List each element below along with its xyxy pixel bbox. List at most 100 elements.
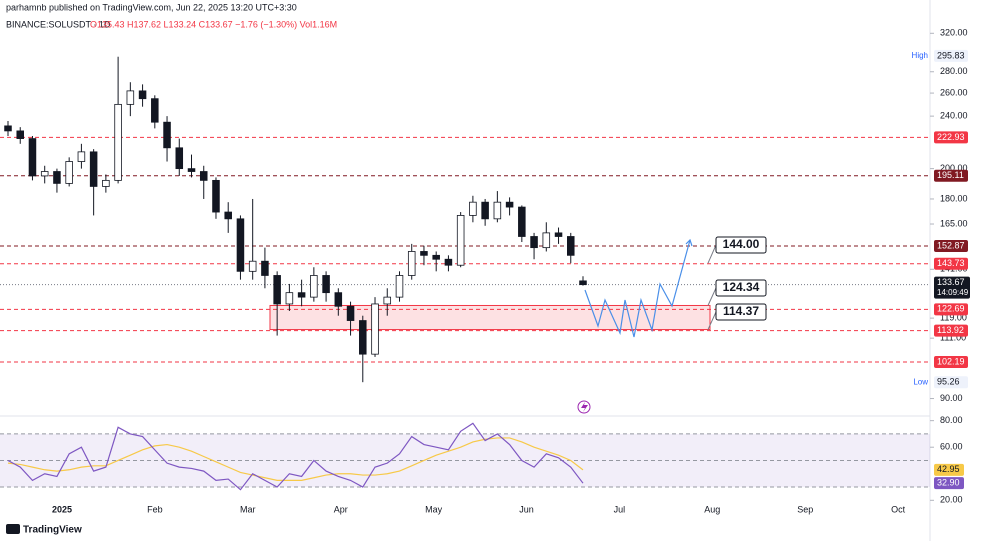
candle-body (40, 171, 49, 177)
candle-body (371, 303, 379, 355)
level-label: 143.73 (937, 258, 965, 268)
label-box (715, 279, 767, 297)
candle-body (199, 171, 208, 181)
candle-body (151, 98, 159, 123)
level-label: 113.92 (937, 325, 964, 335)
candle-body (261, 260, 269, 276)
y-tick-label: 200.00 (940, 163, 968, 173)
level-badge (934, 355, 968, 368)
level-label: 152.87 (937, 240, 965, 250)
level-label: 195.11 (937, 170, 964, 180)
projection-path (584, 239, 691, 338)
y-tick-label: 90.00 (940, 393, 963, 403)
symbol: BINANCE:SOLUSDT · 1D (6, 19, 111, 29)
high-caption: High (912, 51, 928, 60)
candle-body (163, 121, 171, 149)
candle-body (77, 151, 86, 162)
high-badge (934, 49, 968, 62)
y-tick-label: 240.00 (940, 111, 968, 121)
x-tick-label: May (425, 504, 443, 514)
x-tick-label: Jun (519, 504, 534, 514)
rsi-badge (934, 463, 964, 476)
candle-body (567, 236, 575, 256)
label-text: 114.37 (723, 304, 759, 318)
label-pointer (707, 311, 717, 330)
candle-body (481, 201, 489, 220)
low-label: 95.26 (937, 377, 960, 387)
candle-body (359, 320, 367, 355)
event-icon-bolt (581, 402, 588, 412)
brand: TradingView (23, 525, 82, 536)
label-box (715, 303, 767, 321)
low-caption: Low (913, 377, 928, 386)
candle-body (346, 305, 355, 321)
x-tick-label: Jul (614, 504, 626, 514)
candle-body (493, 201, 502, 220)
level-label: 102.19 (937, 356, 965, 366)
candle-body (554, 232, 563, 237)
countdown: 14:09:49 (937, 288, 969, 297)
label-text: 144.00 (723, 237, 760, 251)
candle-body (28, 138, 37, 177)
low-badge (934, 376, 968, 389)
rsi-badge (934, 477, 964, 490)
label-pointer (707, 287, 717, 306)
candle-body (310, 275, 318, 298)
candle-body (16, 130, 24, 139)
label-text: 124.34 (723, 280, 760, 294)
level-badge (934, 257, 968, 270)
candle-body (212, 179, 220, 213)
high-label: 295.83 (937, 50, 965, 60)
x-tick-label: Aug (704, 504, 720, 514)
candle-body (530, 236, 538, 249)
candle-body (53, 171, 61, 184)
candle-body (102, 179, 110, 187)
candle-body (469, 201, 477, 216)
candle-body (126, 90, 135, 105)
y-tick-label: 320.00 (940, 28, 968, 38)
candle-body (579, 280, 587, 286)
candle-body (444, 258, 453, 266)
candle-body (65, 161, 73, 184)
publisher: parhamnb published on TradingView.com, J… (6, 2, 297, 12)
candle-body (432, 254, 440, 260)
candle-body (542, 232, 551, 249)
y-tick-label: 280.00 (940, 66, 968, 76)
y-tick-label: 20.00 (940, 495, 963, 505)
level-badge (934, 131, 968, 144)
candle-body (518, 206, 526, 237)
candle-body (334, 292, 343, 307)
candle-body (407, 251, 416, 276)
rsi-line (7, 422, 584, 491)
level-badge (934, 324, 968, 337)
x-tick-label: Apr (334, 504, 348, 514)
label-pointer (707, 244, 717, 264)
y-tick-label: 260.00 (940, 87, 968, 97)
current-badge (934, 276, 970, 299)
candle-body (248, 260, 257, 272)
candle-body (505, 201, 514, 208)
ohlc: O135.43 H137.62 L133.24 C133.67 −1.76 (−… (90, 19, 337, 29)
level-badge (934, 303, 968, 316)
candle-body (322, 275, 330, 294)
candle-body (273, 275, 281, 305)
level-label: 122.69 (937, 304, 965, 314)
rsi-last-label: 32.90 (937, 478, 960, 488)
x-tick-label: Mar (240, 504, 256, 514)
candle-body (456, 215, 465, 266)
candle-body (175, 147, 184, 170)
x-tick-label: Sep (797, 504, 813, 514)
candle-body (420, 251, 428, 256)
candle-body (89, 151, 98, 187)
logo (6, 524, 20, 534)
candle-body (138, 90, 147, 100)
y-tick-label: 165.00 (940, 218, 968, 228)
candle-body (383, 296, 392, 305)
candle-body (395, 275, 404, 298)
x-tick-label: Oct (891, 504, 906, 514)
x-tick-label: 2025 (52, 504, 72, 514)
event-icon[interactable] (577, 400, 591, 414)
